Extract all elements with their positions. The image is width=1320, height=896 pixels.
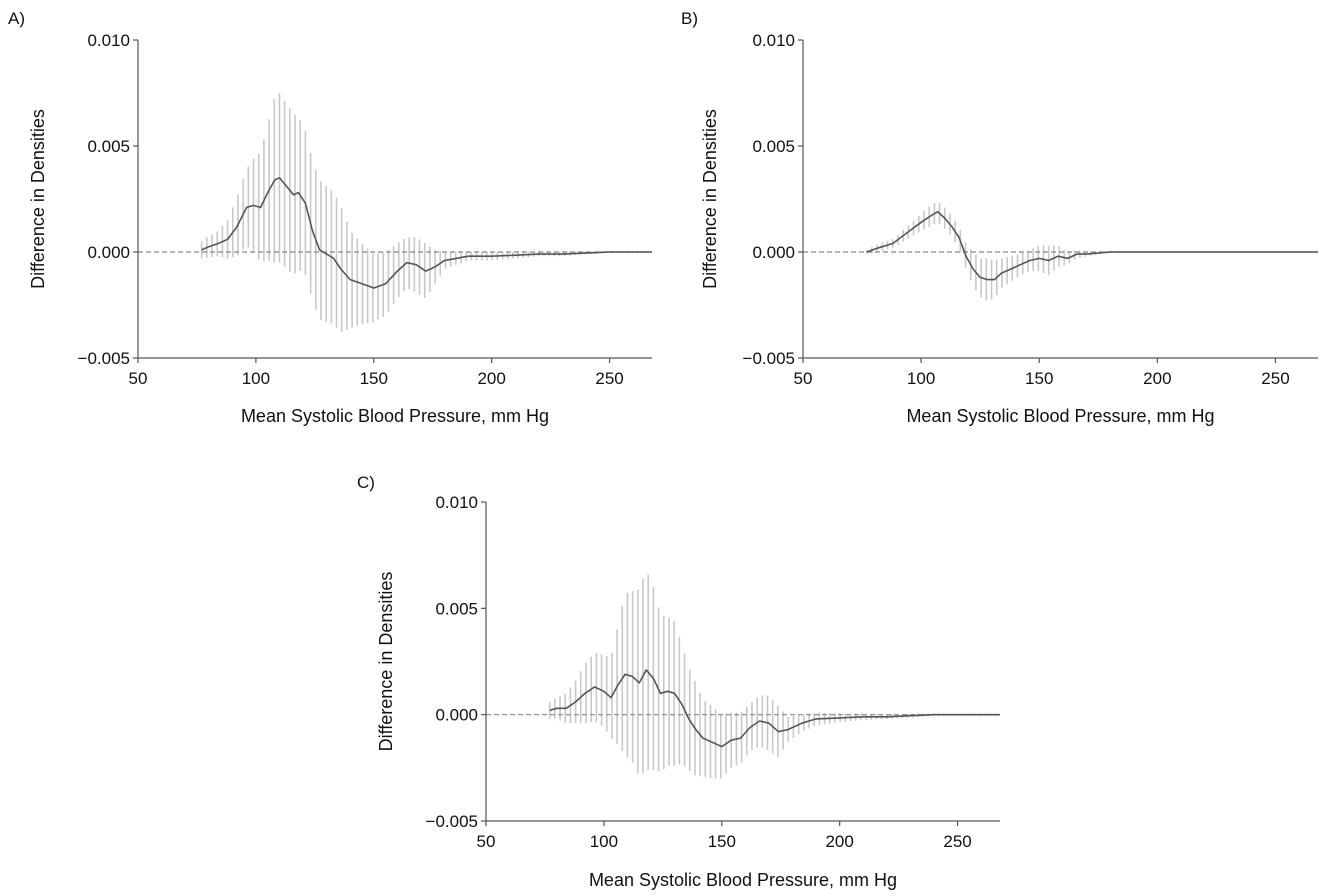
x-tick-label: 200 [1143, 369, 1171, 388]
y-tick-label: −0.005 [743, 349, 795, 368]
y-axis-title: Difference in Densities [700, 109, 720, 289]
x-tick-label: 150 [360, 369, 388, 388]
y-tick-label: −0.005 [426, 812, 478, 831]
y-tick-label: −0.005 [78, 349, 130, 368]
x-axis-title: Mean Systolic Blood Pressure, mm Hg [241, 406, 549, 426]
y-tick-label: 0.000 [752, 243, 795, 262]
panel-label: A) [8, 9, 25, 28]
y-tick-label: 0.005 [87, 137, 130, 156]
x-tick-label: 200 [825, 832, 853, 851]
x-tick-label: 150 [1025, 369, 1053, 388]
y-tick-label: 0.000 [435, 706, 478, 725]
series-line [549, 669, 1000, 748]
y-tick-label: 0.000 [87, 243, 130, 262]
x-tick-label: 100 [907, 369, 935, 388]
y-tick-label: 0.005 [435, 599, 478, 618]
series-line [201, 177, 652, 289]
x-tick-label: 50 [794, 369, 813, 388]
x-axis-title: Mean Systolic Blood Pressure, mm Hg [906, 406, 1214, 426]
chart-panel: C) −0.005 0.000 0.005 0.010 50 100 150 200 250 Dif… [357, 473, 1000, 890]
panel-label: B) [681, 9, 698, 28]
x-tick-label: 250 [595, 369, 623, 388]
x-tick-label: 50 [477, 832, 496, 851]
y-axis-title: Difference in Densities [376, 572, 396, 752]
y-tick-label: 0.010 [87, 31, 130, 50]
y-tick-label: 0.010 [752, 31, 795, 50]
series-line [866, 210, 1318, 281]
x-tick-label: 150 [708, 832, 736, 851]
y-tick-label: 0.010 [435, 493, 478, 512]
y-axis-title: Difference in Densities [28, 109, 48, 289]
chart-panel: A) −0.005 0.000 0.005 0.010 50 100 150 200 250 Dif… [8, 9, 652, 426]
x-tick-label: 100 [242, 369, 270, 388]
x-tick-label: 200 [477, 369, 505, 388]
x-tick-label: 250 [1261, 369, 1289, 388]
x-tick-label: 50 [129, 369, 148, 388]
x-tick-label: 250 [943, 832, 971, 851]
x-axis-title: Mean Systolic Blood Pressure, mm Hg [589, 870, 897, 890]
y-tick-label: 0.005 [752, 137, 795, 156]
panel-label: C) [357, 473, 375, 492]
chart-panel: B) −0.005 0.000 0.005 0.010 50 100 150 200 250 Dif… [681, 9, 1318, 426]
x-tick-label: 100 [590, 832, 618, 851]
